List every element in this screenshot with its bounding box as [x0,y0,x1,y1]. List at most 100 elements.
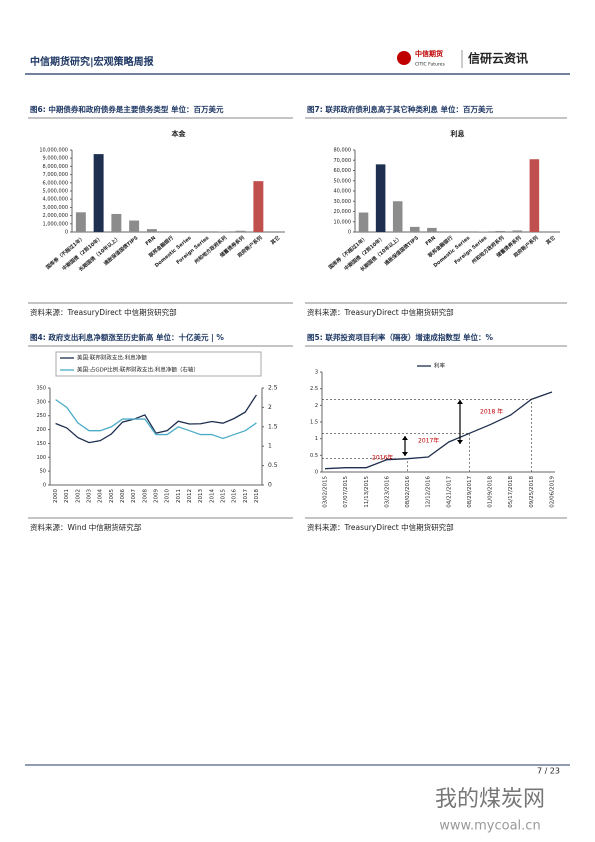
source: 资料来源：TreasuryDirect 中信期货研究部 [307,307,454,317]
y-tick-label: 70,000 [334,158,352,164]
x-tick-label: 04/21/2017 [446,476,452,508]
y-tick-label: 20,000 [334,209,352,215]
annotation: 2017年 [418,437,439,445]
bar [495,230,505,232]
chart-subtitle: 利息 [451,129,465,138]
y-tick-label: 2 [315,403,318,409]
legend-box [55,351,262,377]
logo-icon [397,51,411,65]
x-tick-label: 2000 [53,489,59,503]
y2-tick-label: 2.5 [268,385,278,392]
reference-line [322,399,532,472]
y-tick-label: 7,000,000 [43,172,68,178]
bar [358,212,369,232]
y-tick-label: 1.5 [310,420,318,426]
x-tick-label: 11/13/2015 [364,476,370,508]
bar [111,213,122,232]
x-tick-label: 2006 [120,489,126,503]
y-tick-label: 200 [36,427,46,433]
bar [235,230,246,232]
bar [129,220,140,232]
x-tick-label: 2004 [98,489,104,503]
line-series [55,394,257,444]
logo-en: CITIC Futures [415,62,445,68]
y-tick-label: 30,000 [334,199,352,205]
x-tick-label: 2007 [131,489,137,503]
x-tick-label: 07/07/2015 [343,476,349,508]
x-tick-label: 08/29/2017 [467,476,473,508]
bar [410,226,420,232]
x-tick-label: 2013 [198,489,204,503]
source: 资料来源：TreasuryDirect 中信期货研究部 [307,522,454,532]
line-series [324,391,553,470]
chart-title: 图7: 联邦政府债利息高于其它种类利息 单位：百万美元 [307,104,493,114]
x-tick-label: 08/02/2016 [405,476,411,508]
reference-line [322,458,408,472]
y-tick-label: 50,000 [334,178,352,184]
y-tick-label: 50 [40,469,46,475]
chart-subtitle: 本金 [171,129,187,138]
x-tick-label: 2014 [209,489,215,503]
x-tick-label: FRN [424,235,437,247]
y-tick-label: 5,000,000 [43,189,68,195]
y-tick-label: 9,000,000 [43,156,68,162]
x-tick-label: 03/23/2016 [384,476,390,508]
y-tick-label: 150 [36,441,46,447]
legend-label: 美国:联邦财政支出:利息净额 [77,354,147,362]
legend-label: 美国:占GDP比例:联邦财政支出:利息净额（右轴） [77,366,199,374]
y2-tick-label: 0.5 [268,462,278,469]
y-tick-label: 2,000,000 [43,213,68,219]
y2-tick-label: 2 [268,404,272,411]
bar [146,229,157,232]
y-tick-label: 0 [315,470,318,476]
y-tick-label: 3 [315,370,318,376]
bar [93,154,104,232]
y-tick-label: 1,000,000 [43,221,68,227]
bar [392,201,403,232]
y-tick-label: 4,000,000 [43,197,68,203]
y-tick-label: 3,000,000 [43,205,68,211]
y2-tick-label: 1 [268,443,272,450]
x-tick-label: 2001 [64,489,70,503]
x-tick-label: 2002 [75,489,81,503]
brand: 信研云资讯 [468,51,528,66]
x-tick-label: 2010 [165,489,171,503]
y-tick-label: 40,000 [334,189,352,195]
arrowhead [402,452,408,456]
y-tick-label: 8,000,000 [43,164,68,170]
x-tick-label: 2011 [176,489,182,503]
line-series [55,399,257,440]
x-tick-label: 2016 [232,489,238,503]
x-tick-label: 2012 [187,489,193,503]
source: 资料来源：TreasuryDirect 中信期货研究部 [30,307,177,317]
page-number: 7 / 23 [537,767,560,776]
y-tick-label: 2.5 [310,386,318,392]
x-tick-label: 09/25/2018 [529,476,535,508]
y-tick-label: 250 [36,413,46,419]
y-tick-label: 1 [315,436,318,442]
bar [512,230,523,232]
chart-title: 图5: 联邦投资项目利率（隔夜）增速成指数型 单位：% [307,332,493,342]
x-tick-label: 其它 [269,234,281,246]
chart-title: 图6: 中期债券和政府债券是主要债务类型 单位：百万美元 [30,104,224,114]
y2-tick-label: 1.5 [268,423,278,430]
logo-cn: 中信期货 [415,49,443,58]
x-tick-label: 2015 [220,489,226,503]
chart-title: 图4: 政府支出利息净额涨至历史新高 单位：十亿美元 | % [30,332,224,343]
legend-label: 利率 [434,362,446,370]
x-tick-label: 02/06/2019 [550,476,556,508]
watermark: 我的煤炭网 [435,787,545,812]
y-tick-label: 0 [65,230,68,236]
y-tick-label: 0 [43,483,46,489]
watermark-url: www.mycoal.cn [439,819,540,834]
y-tick-label: 0 [348,230,351,236]
x-tick-label: 2008 [142,489,148,503]
source: 资料来源：Wind 中信期货研究部 [30,522,142,532]
arrowhead [457,440,463,444]
x-tick-label: 其它 [545,234,557,246]
x-tick-label: 05/17/2018 [508,476,514,508]
y-tick-label: 0.5 [310,453,318,459]
x-tick-label: 2017 [243,489,249,503]
